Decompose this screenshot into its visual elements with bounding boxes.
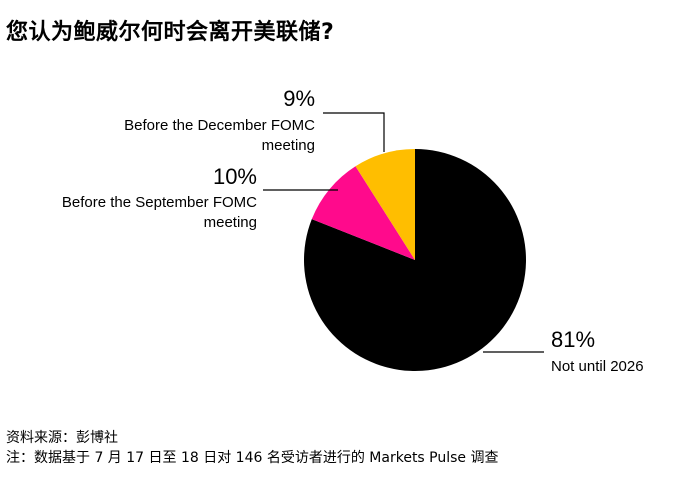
label-sep-line2: meeting xyxy=(204,214,257,231)
label-2026-line1: Not until 2026 xyxy=(551,358,644,375)
label-dec-line1: Before the December FOMC xyxy=(124,117,315,134)
label-dec-pct: 9% xyxy=(283,86,315,111)
label-2026-pct: 81% xyxy=(551,327,595,352)
pie-slices xyxy=(304,149,527,372)
pie-slice-not-until-2026 xyxy=(304,149,527,372)
chart-footer: 资料来源：彭博社 注：数据基于 7 月 17 日至 18 日对 146 名受访者… xyxy=(6,428,499,468)
survey-note: 注：数据基于 7 月 17 日至 18 日对 146 名受访者进行的 Marke… xyxy=(6,450,499,466)
label-sep-line1: Before the September FOMC xyxy=(62,194,257,211)
source-note: 资料来源：彭博社 xyxy=(6,430,118,446)
label-sep-pct: 10% xyxy=(213,164,257,189)
chart-title: 您认为鲍威尔何时会离开美联储? xyxy=(6,20,335,45)
label-dec-line2: meeting xyxy=(262,137,315,154)
pie-slice-december xyxy=(355,149,415,260)
leader-line-dec xyxy=(323,112,385,152)
